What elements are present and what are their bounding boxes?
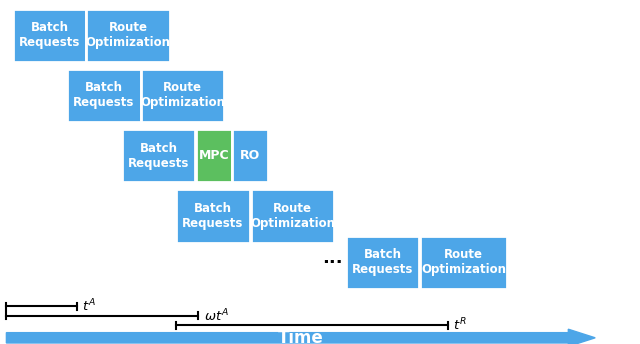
Text: $t^A$: $t^A$ — [82, 298, 95, 314]
FancyBboxPatch shape — [13, 9, 86, 62]
FancyBboxPatch shape — [86, 9, 170, 62]
Text: Route
Optimization: Route Optimization — [140, 82, 225, 109]
FancyBboxPatch shape — [141, 69, 224, 122]
Text: Batch
Requests: Batch Requests — [19, 21, 80, 49]
Text: RO: RO — [240, 149, 260, 162]
Text: Batch
Requests: Batch Requests — [352, 248, 413, 276]
Text: Time: Time — [278, 329, 324, 344]
FancyBboxPatch shape — [122, 129, 195, 182]
FancyBboxPatch shape — [232, 129, 268, 182]
Text: MPC: MPC — [199, 149, 229, 162]
FancyBboxPatch shape — [196, 129, 232, 182]
Text: ...: ... — [323, 249, 343, 267]
Text: Batch
Requests: Batch Requests — [74, 82, 134, 109]
FancyBboxPatch shape — [67, 69, 141, 122]
Text: Batch
Requests: Batch Requests — [128, 142, 189, 170]
FancyBboxPatch shape — [251, 189, 334, 243]
Text: $t^R$: $t^R$ — [453, 317, 467, 334]
FancyBboxPatch shape — [176, 189, 250, 243]
Text: Route
Optimization: Route Optimization — [421, 248, 506, 276]
FancyBboxPatch shape — [420, 236, 507, 289]
Text: Batch
Requests: Batch Requests — [182, 202, 243, 230]
Text: Route
Optimization: Route Optimization — [250, 202, 335, 230]
Text: $\omega t^A$: $\omega t^A$ — [204, 308, 228, 324]
FancyArrow shape — [6, 329, 595, 344]
FancyBboxPatch shape — [346, 236, 419, 289]
Text: Route
Optimization: Route Optimization — [86, 21, 170, 49]
